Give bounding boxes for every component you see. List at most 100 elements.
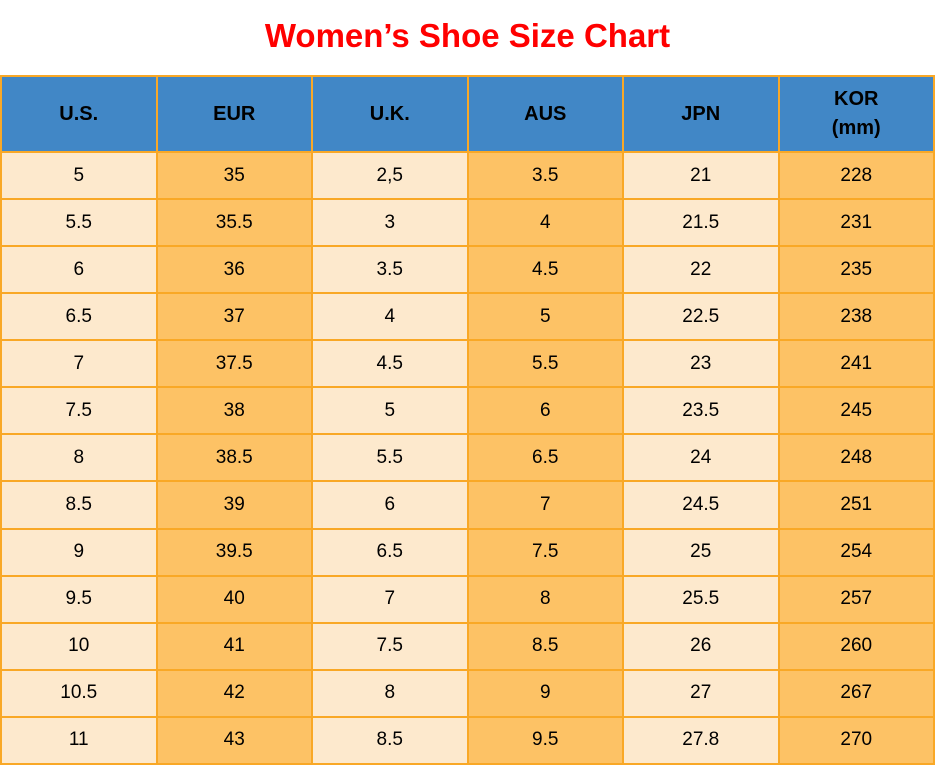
table-cell: 24.5 <box>622 480 780 530</box>
table-cell: 7.5 <box>311 621 469 671</box>
table-cell: 6.5 <box>0 292 158 342</box>
table-cell: 11 <box>0 715 158 765</box>
table-cell: 35 <box>155 150 313 201</box>
table-cell: 41 <box>155 621 313 671</box>
table-row: 6 36 3.5 4.5 22 235 <box>0 245 935 295</box>
table-cell: 37.5 <box>155 339 313 389</box>
table-row: 9.5 40 7 8 25.5 257 <box>0 574 935 624</box>
column-header: U.S. <box>0 75 158 153</box>
table-cell: 228 <box>777 150 935 201</box>
table-cell: 10.5 <box>0 668 158 718</box>
table-cell: 9 <box>0 527 158 577</box>
table-cell: 231 <box>777 198 935 248</box>
table-cell: 26 <box>622 621 780 671</box>
table-cell: 257 <box>777 574 935 624</box>
table-cell: 3.5 <box>466 150 624 201</box>
table-cell: 5 <box>466 292 624 342</box>
table-cell: 8 <box>0 433 158 483</box>
table-cell: 5 <box>311 386 469 436</box>
table-cell: 22 <box>622 245 780 295</box>
table-cell: 27 <box>622 668 780 718</box>
table-row: 11 43 8.5 9.5 27.8 270 <box>0 715 935 765</box>
table-cell: 8 <box>466 574 624 624</box>
table-cell: 7 <box>466 480 624 530</box>
table-cell: 24 <box>622 433 780 483</box>
table-cell: 37 <box>155 292 313 342</box>
column-header: JPN <box>622 75 780 153</box>
table-cell: 23.5 <box>622 386 780 436</box>
page-title: Women’s Shoe Size Chart <box>264 17 671 54</box>
table-cell: 25 <box>622 527 780 577</box>
table-body: 5 35 2,5 3.5 21 228 5.5 35.5 3 4 21.5 231 6 36 3.5 4.5 2… <box>0 150 935 765</box>
table-cell: 3.5 <box>311 245 469 295</box>
table-cell: 235 <box>777 245 935 295</box>
table-cell: 245 <box>777 386 935 436</box>
table-cell: 35.5 <box>155 198 313 248</box>
header-row: U.S. EUR U.K. AUS JPN KOR (mm) <box>0 75 935 153</box>
table-cell: 7.5 <box>466 527 624 577</box>
table-cell: 42 <box>155 668 313 718</box>
table-cell: 25.5 <box>622 574 780 624</box>
table-cell: 251 <box>777 480 935 530</box>
table-cell: 241 <box>777 339 935 389</box>
table-cell: 38 <box>155 386 313 436</box>
table-row: 5.5 35.5 3 4 21.5 231 <box>0 198 935 248</box>
table-cell: 21 <box>622 150 780 201</box>
table-cell: 7 <box>0 339 158 389</box>
table-cell: 3 <box>311 198 469 248</box>
column-header: U.K. <box>311 75 469 153</box>
table-header-row: U.S. EUR U.K. AUS JPN KOR (mm) <box>0 75 935 153</box>
table-cell: 8 <box>311 668 469 718</box>
table-cell: 4 <box>466 198 624 248</box>
table-cell: 7.5 <box>0 386 158 436</box>
table-cell: 22.5 <box>622 292 780 342</box>
column-header: EUR <box>155 75 313 153</box>
column-header: KOR (mm) <box>777 75 935 153</box>
table-cell: 6.5 <box>311 527 469 577</box>
table-row: 7.5 38 5 6 23.5 245 <box>0 386 935 436</box>
table-cell: 4.5 <box>311 339 469 389</box>
table-cell: 4 <box>311 292 469 342</box>
table-row: 5 35 2,5 3.5 21 228 <box>0 150 935 201</box>
table-cell: 43 <box>155 715 313 765</box>
table-cell: 36 <box>155 245 313 295</box>
table-cell: 23 <box>622 339 780 389</box>
table-cell: 260 <box>777 621 935 671</box>
table-cell: 2,5 <box>311 150 469 201</box>
table-cell: 38.5 <box>155 433 313 483</box>
table-cell: 6.5 <box>466 433 624 483</box>
table-cell: 21.5 <box>622 198 780 248</box>
table-cell: 39.5 <box>155 527 313 577</box>
table-cell: 6 <box>466 386 624 436</box>
table-cell: 8.5 <box>0 480 158 530</box>
shoe-size-table: U.S. EUR U.K. AUS JPN KOR (mm) 5 35 2,5 3.5 21 228… <box>0 75 935 765</box>
table-cell: 6 <box>311 480 469 530</box>
table-row: 9 39.5 6.5 7.5 25 254 <box>0 527 935 577</box>
table-cell: 267 <box>777 668 935 718</box>
table-cell: 254 <box>777 527 935 577</box>
table-cell: 39 <box>155 480 313 530</box>
table-cell: 40 <box>155 574 313 624</box>
table-cell: 248 <box>777 433 935 483</box>
table-cell: 9 <box>466 668 624 718</box>
table-row: 8.5 39 6 7 24.5 251 <box>0 480 935 530</box>
table-cell: 5.5 <box>466 339 624 389</box>
table-cell: 4.5 <box>466 245 624 295</box>
table-cell: 27.8 <box>622 715 780 765</box>
table-cell: 7 <box>311 574 469 624</box>
table-cell: 270 <box>777 715 935 765</box>
table-cell: 9.5 <box>0 574 158 624</box>
table-row: 10.5 42 8 9 27 267 <box>0 668 935 718</box>
table-cell: 6 <box>0 245 158 295</box>
table-cell: 8.5 <box>466 621 624 671</box>
table-row: 10 41 7.5 8.5 26 260 <box>0 621 935 671</box>
table-cell: 8.5 <box>311 715 469 765</box>
table-cell: 238 <box>777 292 935 342</box>
table-cell: 10 <box>0 621 158 671</box>
table-row: 8 38.5 5.5 6.5 24 248 <box>0 433 935 483</box>
table-cell: 5.5 <box>311 433 469 483</box>
table-cell: 5 <box>0 150 158 201</box>
column-header: AUS <box>466 75 624 153</box>
table-row: 6.5 37 4 5 22.5 238 <box>0 292 935 342</box>
